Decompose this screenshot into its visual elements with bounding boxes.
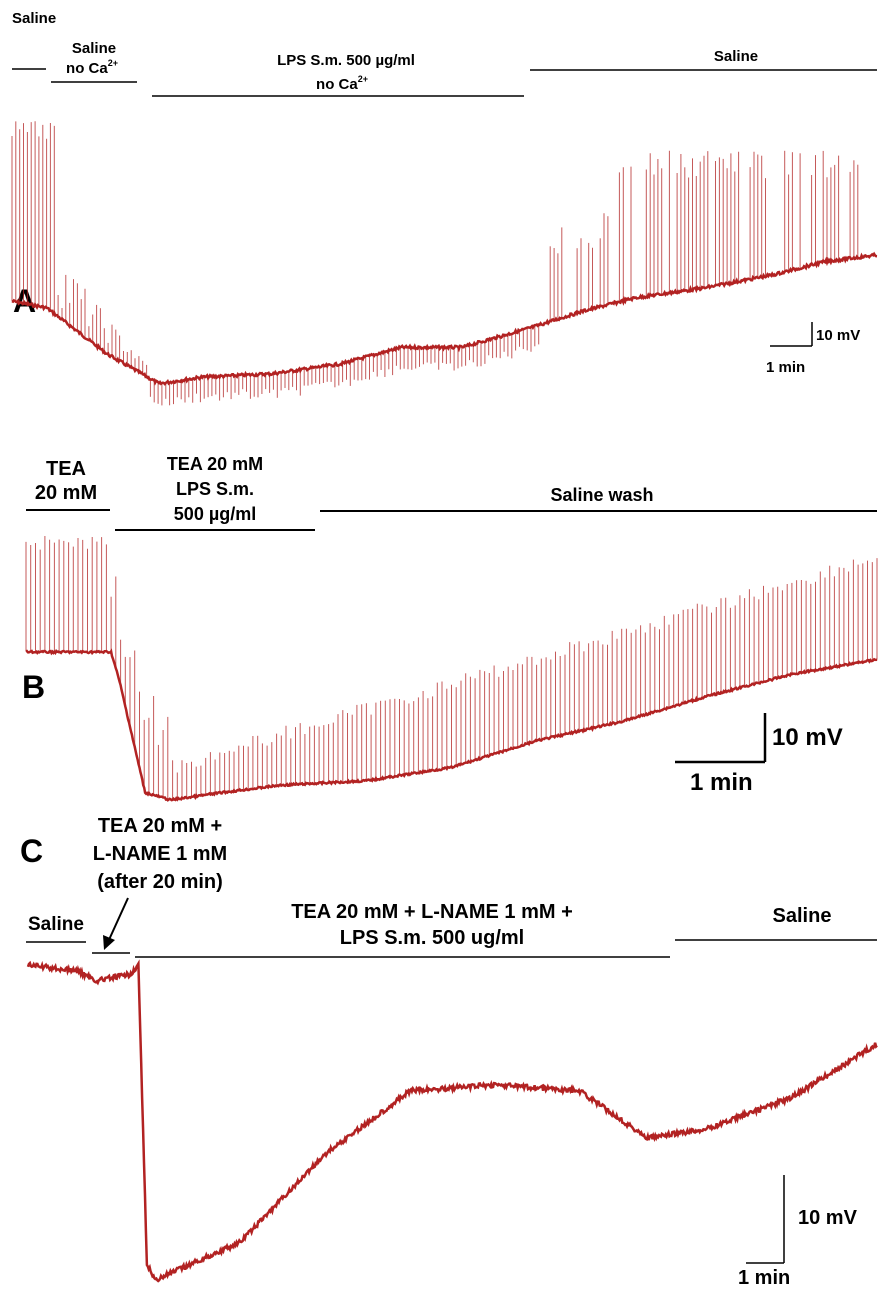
panel-c-bar4-label: Saline [773,905,832,927]
panel-c-bar2-label-line3: (after 20 min) [97,871,223,893]
panel-b-spikes [25,536,878,801]
panel-b-bar2-label-line1: TEA 20 mM [167,454,263,474]
panel-b-scale-voltage-label: 10 mV [772,724,843,751]
panel-c-bar1-label: Saline [28,914,84,935]
panel-c-scale-time-label: 1 min [738,1267,790,1289]
panel-c-bar2-label-line2: L-NAME 1 mM [93,843,227,865]
panel-c-bar3-label-line2: LPS S.m. 500 ug/ml [340,927,525,949]
panel-a-bar3-label-line1: LPS S.m. 500 µg/ml [277,52,415,69]
panel-c-trace [26,959,878,1283]
panel-b-bar1-label-line1: TEA [46,458,86,480]
panel-a-baseline [11,251,878,386]
panel-b-scale-time-label: 1 min [690,769,753,796]
panel-a-trace [11,121,878,406]
panel-b-bar2-label-line2: LPS S.m. [176,479,254,499]
panel-b-annotations: TEA 20 mM TEA 20 mM LPS S.m. 500 µg/ml S… [22,454,877,796]
panel-b-baseline [25,648,878,802]
panel-a-bar1-label: Saline [12,10,56,27]
panel-a-scale-voltage-label: 10 mV [816,327,860,344]
panel-a-bar3-label-line2: no Ca2+ [316,74,368,93]
panel-a-bar2-label-line1: Saline [72,40,116,57]
panel-b-trace [25,536,878,802]
panel-b-bar3-label: Saline wash [550,485,653,505]
panel-c-bar3-label-line1: TEA 20 mM + L-NAME 1 mM + [291,901,573,923]
panel-c-arrowhead [103,935,115,950]
panel-b-bar1-label-line2: 20 mM [35,482,97,504]
panel-a-scale-time-label: 1 min [766,359,805,376]
panel-c-label: C [20,833,43,869]
panel-c-scale-voltage-label: 10 mV [798,1207,858,1229]
panel-c-bar2-label-line1: TEA 20 mM + [98,815,222,837]
panel-b-bar2-label-line3: 500 µg/ml [174,504,256,524]
panel-a-spikes [11,121,859,406]
panel-c-baseline [26,959,878,1283]
panel-a-bar2-label-line2: no Ca2+ [66,58,118,77]
panel-b-label: B [22,669,45,705]
panel-c-annotations: Saline TEA 20 mM + L-NAME 1 mM (after 20… [20,815,877,1289]
panel-a-annotations: Saline Saline no Ca2+ LPS S.m. 500 µg/ml… [12,10,877,376]
panel-a-bar4-label: Saline [714,48,758,65]
panel-c-arrow [107,897,129,943]
